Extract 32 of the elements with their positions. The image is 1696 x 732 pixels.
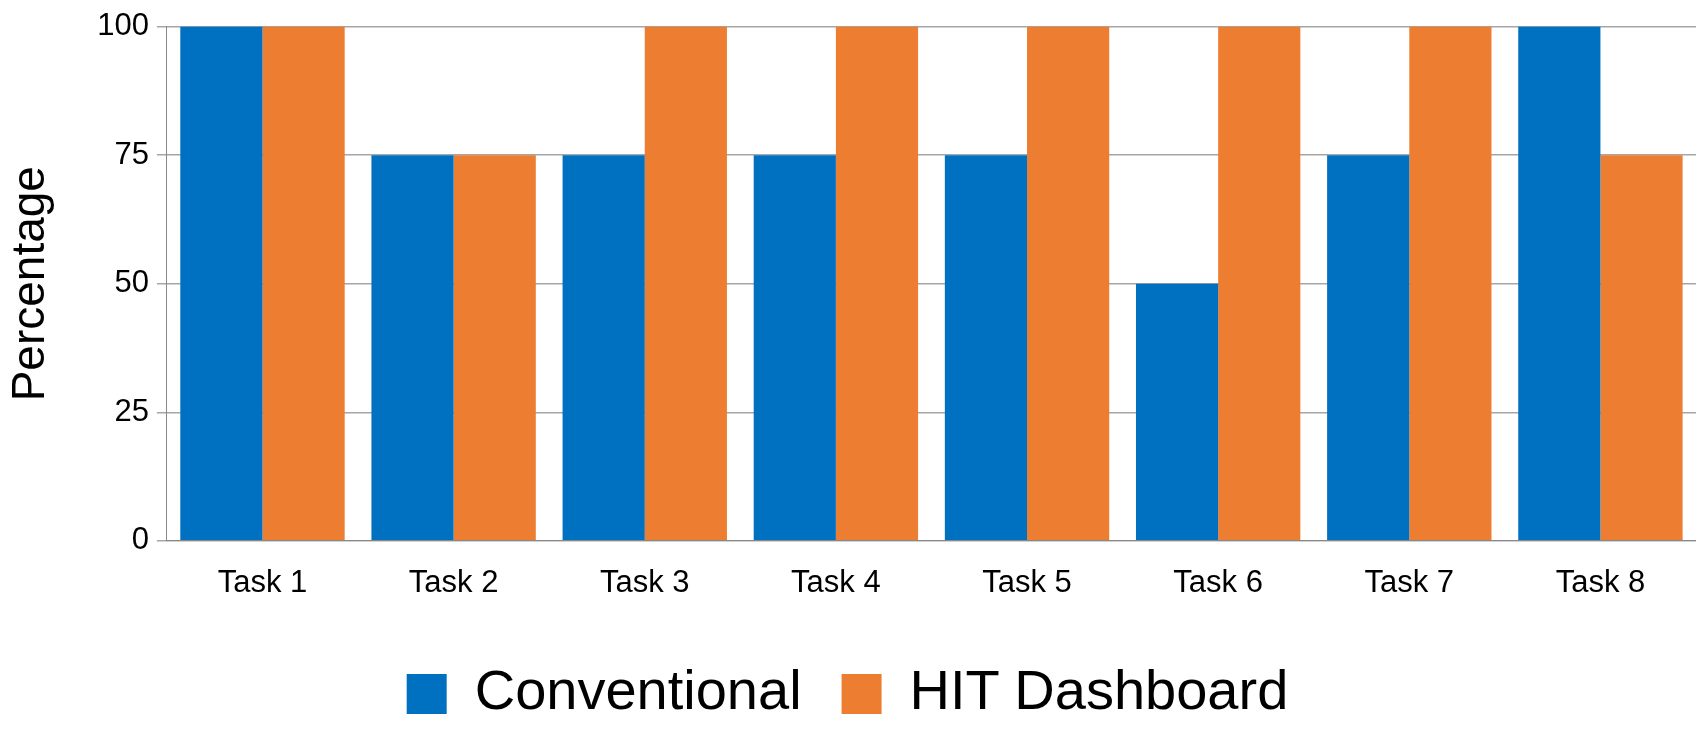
x-tick-label: Task 8 [1555, 563, 1646, 599]
bar [944, 155, 1028, 541]
bar [1518, 26, 1601, 541]
bar [453, 155, 536, 541]
bar [180, 26, 263, 541]
legend-label: Conventional [474, 658, 802, 722]
x-tick-label: Task 5 [982, 563, 1072, 599]
legend-label: HIT Dashboard [909, 658, 1289, 722]
bar [1027, 26, 1110, 541]
x-tick-label: Task 2 [408, 563, 499, 599]
bar [562, 155, 645, 541]
bar [1409, 26, 1492, 541]
y-tick-label: 100 [97, 7, 149, 43]
bar [1327, 155, 1410, 541]
x-tick-label: Task 4 [791, 563, 881, 599]
bar [1600, 155, 1683, 541]
y-tick-label: 25 [114, 392, 149, 428]
y-axis-title: Percentage [2, 166, 55, 402]
bar [1135, 283, 1219, 541]
y-tick-label: 0 [131, 521, 149, 557]
bar [262, 26, 345, 541]
y-tick-label: 50 [114, 264, 149, 300]
bar [1218, 26, 1301, 541]
y-tick-label: 75 [114, 135, 149, 171]
bar [835, 26, 919, 541]
bar [371, 155, 454, 541]
bar [644, 26, 727, 541]
x-tick-label: Task 1 [217, 563, 308, 599]
x-tick-label: Task 3 [599, 563, 690, 599]
x-tick-label: Task 7 [1364, 563, 1455, 599]
bar [753, 155, 836, 541]
x-tick-label: Task 6 [1173, 563, 1263, 599]
